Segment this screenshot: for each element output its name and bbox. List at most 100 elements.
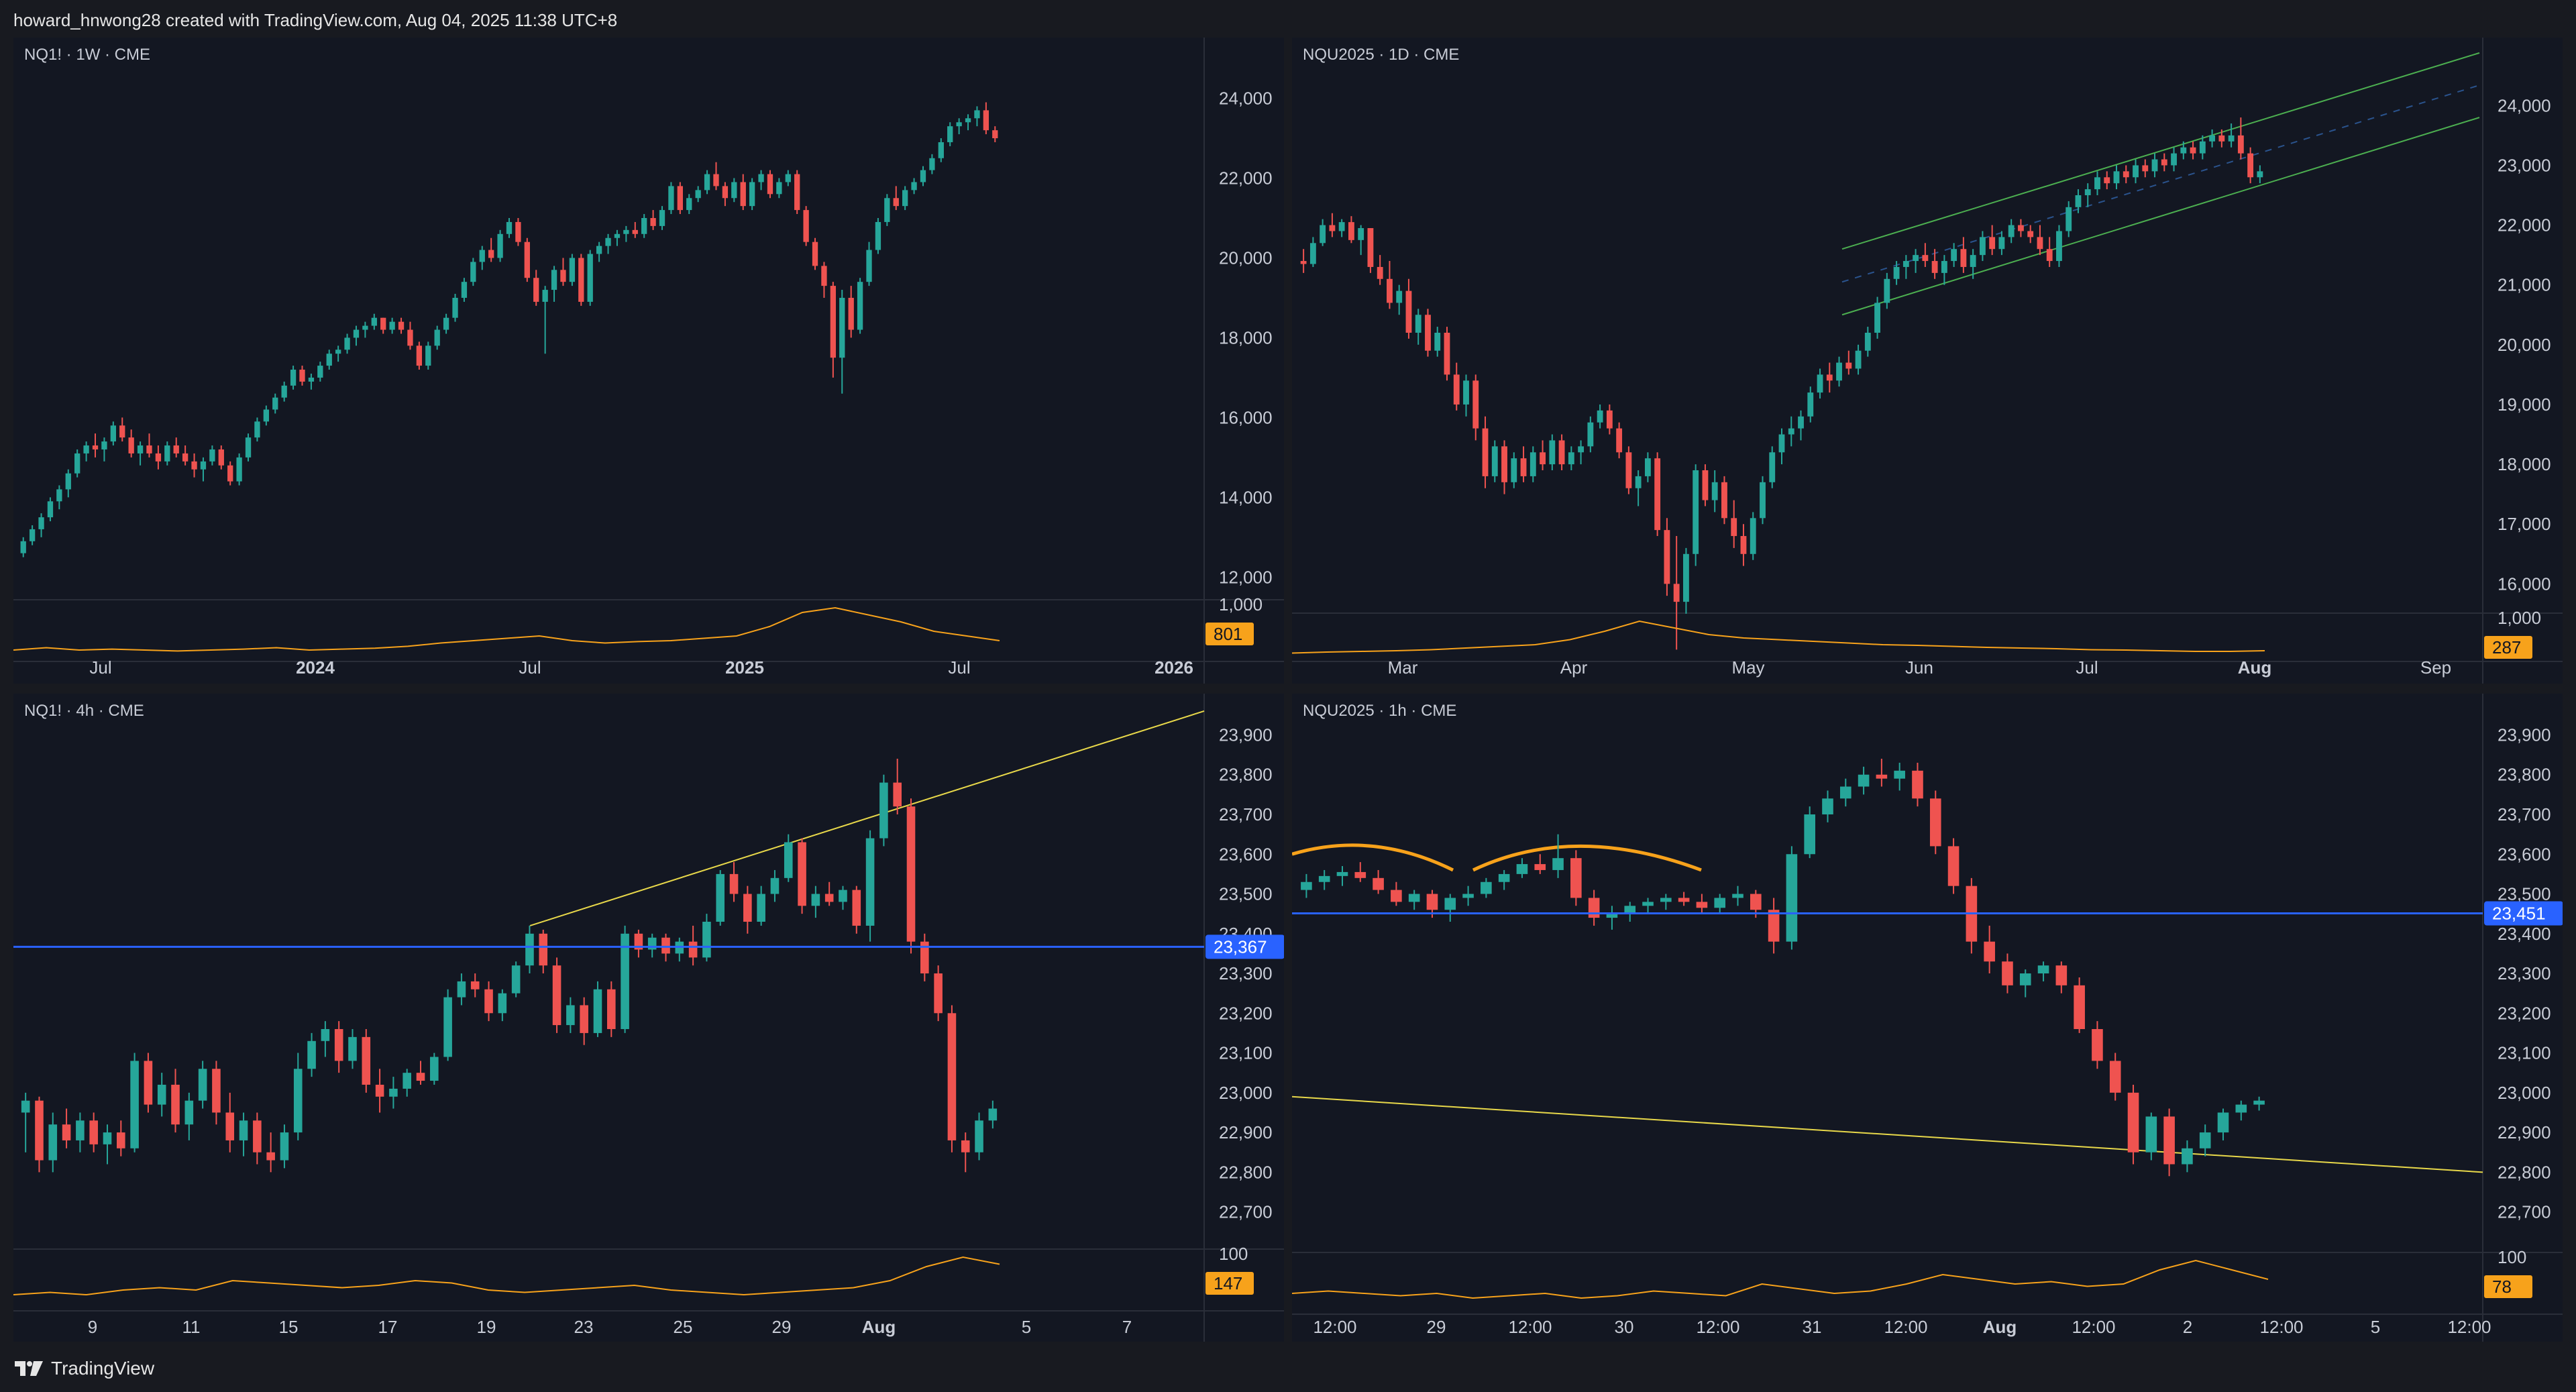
y-tick-label: 14,000	[1219, 487, 1273, 507]
candle-body	[634, 933, 643, 950]
candle-body	[1453, 374, 1460, 405]
candle-body	[2133, 165, 2139, 178]
chart-attribution: howard_hnwong28 created with TradingView…	[13, 10, 618, 30]
candle-body	[1884, 278, 1890, 303]
price-label-badge	[1205, 934, 1284, 959]
candle-body	[29, 529, 36, 541]
y-tick-label: 22,900	[1219, 1122, 1273, 1142]
candle-body	[2094, 177, 2100, 190]
candle-body	[2247, 153, 2254, 178]
candle-body	[722, 186, 729, 199]
indicator-value-badge	[1205, 1272, 1254, 1295]
candle-body	[290, 370, 297, 386]
candle-body	[74, 453, 80, 474]
candle-body	[749, 182, 755, 207]
candle-body	[1804, 814, 1816, 855]
candle-body	[1970, 255, 1976, 267]
x-tick-label: Apr	[1560, 657, 1588, 678]
y-tick-label: 22,700	[2498, 1202, 2551, 1222]
candle-body	[848, 297, 854, 330]
candle-body	[713, 174, 719, 186]
candle-body	[182, 453, 189, 462]
candle-body	[729, 873, 739, 894]
candle-body	[811, 894, 820, 906]
y-tick-label: 21,000	[2498, 275, 2551, 295]
y-tick-label: 23,600	[1219, 844, 1273, 864]
candle-body	[83, 445, 89, 453]
candle-body	[2092, 1029, 2103, 1061]
indicator-value-badge	[2484, 636, 2532, 659]
candle-body	[335, 350, 341, 354]
candle-body	[362, 325, 368, 330]
candle-body	[1989, 237, 1996, 250]
candle-body	[1570, 858, 1582, 898]
candle-body	[1568, 452, 1574, 465]
x-tick-label: 11	[182, 1317, 201, 1337]
candle-body	[344, 337, 350, 350]
candle-body	[695, 190, 701, 199]
regression-channel-line	[1841, 117, 2480, 316]
candle-body	[498, 993, 507, 1014]
candle-body	[560, 270, 566, 282]
footer-brand-text: TradingView	[51, 1358, 155, 1379]
candle-body	[1984, 941, 1995, 962]
candle-body	[702, 922, 711, 958]
candle-body	[2228, 135, 2235, 142]
candle-body	[1874, 303, 1880, 333]
candle-body	[225, 1112, 235, 1140]
candle-body	[552, 965, 561, 1026]
candle-body	[173, 445, 179, 453]
candle-body	[2171, 153, 2177, 166]
y-tick-label: 23,900	[2498, 725, 2551, 745]
candle-body	[1664, 530, 1670, 584]
candle-body	[677, 186, 684, 211]
candle-body	[457, 981, 466, 998]
regression-channel-line	[1841, 52, 2480, 250]
candle-body	[1711, 482, 1718, 500]
candle-body	[975, 1120, 983, 1153]
candle-body	[1463, 380, 1469, 405]
candle-body	[1587, 422, 1594, 447]
chart-panel-nq-4h[interactable]: NQ1! · 4h · CME 23,900 23,800 23,700 23,600…	[13, 694, 1284, 1342]
candle-body	[254, 421, 260, 438]
candle-body	[218, 449, 224, 466]
indicator-axis-label: 1,000	[2498, 608, 2541, 628]
candle-body	[164, 445, 170, 462]
candle-body	[1731, 518, 1737, 537]
candle-body	[542, 290, 548, 302]
candle-body	[2235, 1104, 2247, 1113]
candle-body	[266, 1152, 275, 1161]
candle-body	[452, 297, 458, 318]
indicator-value-text: 801	[1214, 624, 1242, 644]
chart-panel-nq-weekly[interactable]: NQ1! · 1W · CME 24,000 22,000 20,000 18,000…	[13, 38, 1284, 684]
candle-body	[334, 1029, 343, 1061]
candle-body	[757, 894, 765, 922]
candle-body	[2180, 147, 2187, 154]
candle-body	[1678, 898, 1690, 902]
candle-body	[1931, 261, 1938, 273]
candle-body	[1588, 898, 1600, 918]
candle-body	[704, 174, 710, 191]
candle-body	[1864, 333, 1871, 351]
candle-body	[38, 517, 44, 529]
candle-body	[308, 377, 315, 382]
candle-body	[1732, 894, 1743, 898]
candle-body	[784, 842, 793, 878]
candle-body	[21, 1100, 30, 1113]
candle-body	[299, 370, 305, 382]
candle-body	[1549, 440, 1556, 465]
candle-body	[103, 1132, 112, 1144]
candle-body	[389, 321, 395, 330]
candle-body	[1893, 266, 1900, 279]
y-tick-label: 19,000	[2498, 394, 2551, 415]
footer-brand[interactable]: TradingView	[13, 1355, 154, 1382]
candle-body	[983, 110, 989, 131]
chart-panel-nqu-1h[interactable]: NQU2025 · 1h · CME 23,900 23,800 23,700 23,…	[1292, 694, 2563, 1342]
candle-body	[1644, 458, 1651, 476]
x-tick-label: Jul	[2076, 657, 2098, 678]
candle-body	[1660, 898, 1672, 902]
chart-panel-nqu-daily[interactable]: NQU2025 · 1D · CME 24,000 23,000 22,000 21,…	[1292, 38, 2563, 684]
candle-body	[1635, 476, 1642, 488]
x-tick-label: 15	[279, 1317, 299, 1337]
candle-body	[821, 266, 827, 286]
